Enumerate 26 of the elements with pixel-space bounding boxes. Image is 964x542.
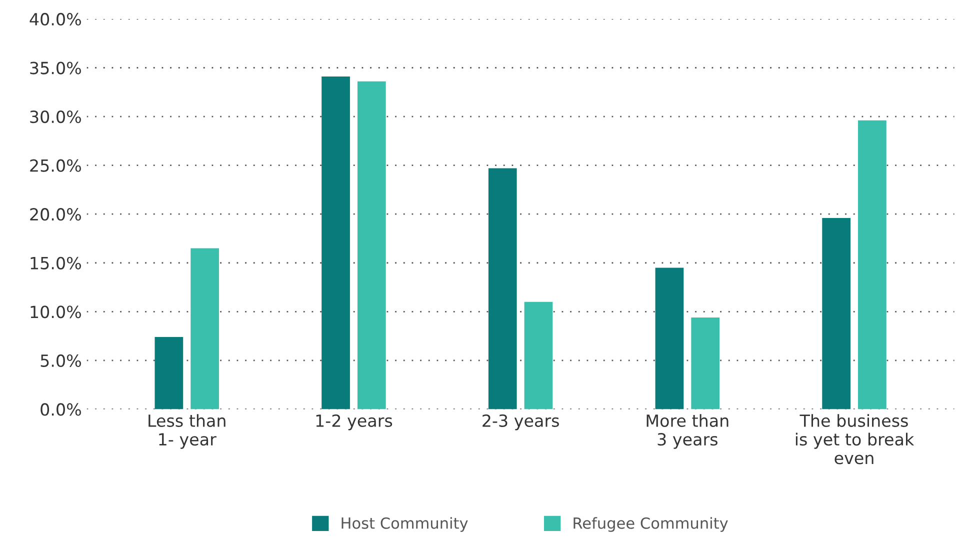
y-tick-label: 35.0% (30, 62, 81, 74)
bar (357, 81, 386, 410)
bar (190, 248, 219, 410)
bar (322, 76, 350, 410)
legend-label: Host Community (342, 517, 468, 532)
x-tick-label: Less than 1- year (148, 414, 226, 449)
bar (822, 218, 850, 410)
y-tick-label: 25.0% (30, 159, 81, 172)
x-tick-label: More than 3 years (646, 414, 728, 449)
bar (691, 318, 720, 410)
x-tick-label: 1-2 years (316, 414, 392, 430)
y-tick-label: 15.0% (30, 256, 81, 270)
bar (655, 268, 684, 410)
bar (524, 302, 553, 410)
bar (488, 168, 517, 410)
legend-label: Refugee Community (574, 517, 728, 532)
bar (154, 337, 184, 410)
y-tick-label: 5.0% (40, 354, 81, 367)
y-tick-label: 10.0% (30, 306, 81, 318)
y-tick-label: 40.0% (30, 12, 81, 26)
bar (858, 120, 886, 410)
x-tick-label: 2-3 years (482, 414, 559, 430)
y-tick-label: 20.0% (30, 208, 81, 221)
y-tick-label: 30.0% (30, 110, 81, 124)
y-tick-label: 0.0% (40, 403, 81, 416)
x-tick-label: The business is yet to break even (796, 414, 914, 464)
